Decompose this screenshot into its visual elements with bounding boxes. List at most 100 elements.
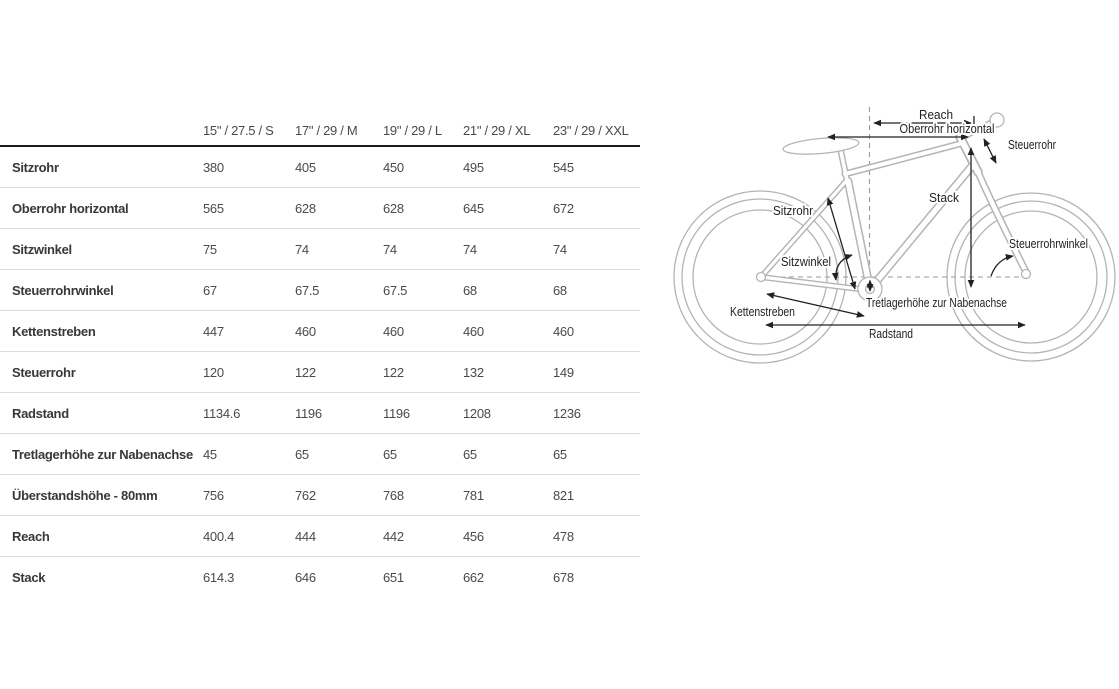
cell: 756 (203, 487, 224, 503)
cell: 67.5 (295, 282, 320, 298)
cell: 460 (553, 323, 574, 339)
cell: 120 (203, 364, 224, 380)
cell: 122 (295, 364, 316, 380)
row-label: Reach (12, 528, 50, 544)
cell: 762 (295, 487, 316, 503)
cell: 65 (383, 446, 397, 462)
front-dropout (1020, 268, 1032, 280)
cell: 672 (553, 200, 574, 216)
cell: 65 (553, 446, 567, 462)
cell: 781 (463, 487, 484, 503)
table-row: Tretlagerhöhe zur Nabenachse 45 65 65 65… (0, 434, 640, 475)
diagram-label-reach: Reach (919, 108, 953, 122)
cell: 1196 (295, 405, 322, 421)
row-label: Sitzrohr (12, 159, 59, 175)
cell: 460 (383, 323, 404, 339)
row-label: Sitzwinkel (12, 241, 72, 257)
cell: 67.5 (383, 282, 408, 298)
cell: 45 (203, 446, 217, 462)
cell: 628 (295, 200, 316, 216)
cell: 74 (553, 241, 567, 257)
table-row: Reach 400.4 444 442 456 478 (0, 516, 640, 557)
cell: 65 (295, 446, 309, 462)
column-header: 21" / 29 / XL (463, 123, 531, 138)
handlebar-grip (989, 112, 1005, 128)
row-label: Radstand (12, 405, 69, 421)
cell: 614.3 (203, 569, 235, 585)
geometry-table: 15" / 27.5 / S 17" / 29 / M 19" / 29 / L… (0, 112, 640, 597)
table-row: Steuerrohr 120 122 122 132 149 (0, 352, 640, 393)
diagram-label-oberrohr-horizontal: Oberrohr horizontal (900, 122, 995, 136)
cell: 75 (203, 241, 217, 257)
cell: 149 (553, 364, 574, 380)
rear-hub (755, 271, 767, 283)
cell: 67 (203, 282, 217, 298)
cell: 821 (553, 487, 574, 503)
row-label: Überstandshöhe - 80mm (12, 487, 158, 503)
row-label: Oberrohr horizontal (12, 200, 129, 216)
sitzwinkel-arc (831, 254, 853, 281)
diagram-label-steuerrohrwinkel: Steuerrohrwinkel (1009, 237, 1088, 251)
row-label: Kettenstreben (12, 323, 96, 339)
diagram-label-kettenstreben: Kettenstreben (730, 305, 795, 319)
row-label: Steuerrohr (12, 364, 76, 380)
bike-geometry-diagram: Reach Oberrohr horizontal Steuerrohr Sta… (673, 106, 1116, 364)
table-row: Sitzrohr 380 405 450 495 545 (0, 147, 640, 188)
cell: 444 (295, 528, 316, 544)
table-header: 15" / 27.5 / S 17" / 29 / M 19" / 29 / L… (0, 112, 640, 147)
cell: 442 (383, 528, 404, 544)
cell: 456 (463, 528, 484, 544)
cell: 495 (463, 159, 484, 175)
cell: 65 (463, 446, 477, 462)
cell: 1134.6 (203, 405, 240, 421)
cell: 651 (383, 569, 404, 585)
diagram-label-radstand: Radstand (869, 327, 913, 341)
cell: 74 (295, 241, 309, 257)
header-spacer (0, 138, 203, 145)
cell: 400.4 (203, 528, 235, 544)
table-row: Kettenstreben 447 460 460 460 460 (0, 311, 640, 352)
cell: 768 (383, 487, 404, 503)
steuerrohr-arrow (983, 138, 997, 164)
cell: 460 (463, 323, 484, 339)
diagram-label-tretlagerhoehe: Tretlagerhöhe zur Nabenachse (866, 296, 1007, 310)
cell: 447 (203, 323, 224, 339)
table-row: Oberrohr horizontal 565 628 628 645 672 (0, 188, 640, 229)
saddle (782, 137, 860, 155)
table-row: Überstandshöhe - 80mm 756 762 768 781 82… (0, 475, 640, 516)
row-label: Steuerrohrwinkel (12, 282, 114, 298)
cell: 628 (383, 200, 404, 216)
cell: 380 (203, 159, 224, 175)
cell: 68 (463, 282, 477, 298)
table-row: Stack 614.3 646 651 662 678 (0, 557, 640, 597)
cell: 1236 (553, 405, 581, 421)
column-header: 15" / 27.5 / S (203, 123, 274, 138)
row-label: Tretlagerhöhe zur Nabenachse (12, 446, 193, 462)
cell: 450 (383, 159, 404, 175)
column-header: 19" / 29 / L (383, 123, 442, 138)
table-row: Radstand 1134.6 1196 1196 1208 1236 (0, 393, 640, 434)
row-label: Stack (12, 569, 46, 585)
cell: 460 (295, 323, 316, 339)
steuerrohrwinkel-arc (990, 254, 1014, 277)
cell: 565 (203, 200, 224, 216)
cell: 478 (553, 528, 574, 544)
dimension-arrows (765, 116, 1026, 329)
diagram-label-sitzwinkel: Sitzwinkel (781, 255, 831, 269)
kettenstreben-arrow (766, 292, 865, 318)
cell: 132 (463, 364, 484, 380)
cell: 678 (553, 569, 574, 585)
diagram-label-stack: Stack (929, 191, 960, 205)
column-header: 23" / 29 / XXL (553, 123, 629, 138)
cell: 646 (295, 569, 316, 585)
diagram-label-steuerrohr: Steuerrohr (1008, 138, 1056, 152)
diagram-label-sitzrohr: Sitzrohr (773, 204, 813, 218)
cell: 1196 (383, 405, 410, 421)
cell: 545 (553, 159, 574, 175)
cell: 662 (463, 569, 484, 585)
cell: 405 (295, 159, 316, 175)
column-header: 17" / 29 / M (295, 123, 358, 138)
table-row: Sitzwinkel 75 74 74 74 74 (0, 229, 640, 270)
table-row: Steuerrohrwinkel 67 67.5 67.5 68 68 (0, 270, 640, 311)
